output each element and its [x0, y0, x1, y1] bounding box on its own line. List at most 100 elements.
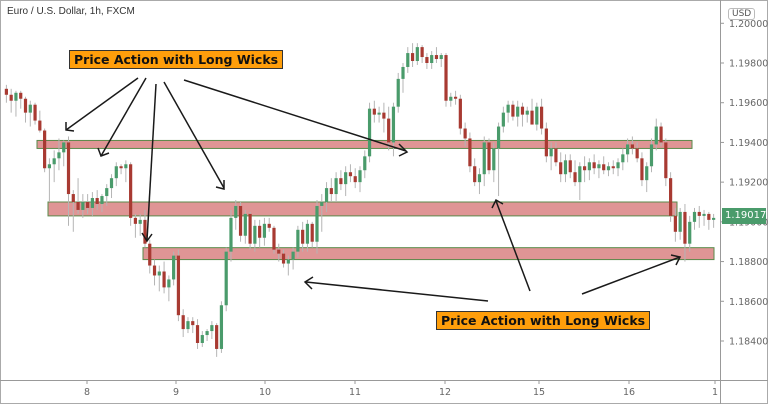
candle-body [71, 194, 75, 202]
candle-body [387, 118, 391, 143]
candle-body [47, 164, 51, 169]
arrowhead-icon [303, 276, 314, 290]
candle-body [602, 164, 606, 171]
candle-body [372, 108, 376, 115]
candle-body [363, 156, 367, 171]
arrow-line [65, 77, 139, 131]
candle-body [286, 259, 290, 264]
candle-body [9, 94, 13, 101]
candle-body [334, 178, 338, 195]
candle-body [688, 221, 692, 244]
candle-body [568, 160, 572, 173]
candle-body [167, 279, 171, 288]
x-tick-label: 16 [623, 387, 635, 398]
candle-body [377, 112, 381, 115]
candle-body [606, 166, 611, 171]
candle-body [129, 164, 133, 218]
candle-body [664, 142, 668, 179]
candle-body [66, 142, 71, 195]
x-tick-label: 9 [173, 387, 179, 398]
candle-body [616, 162, 620, 169]
candle-body [33, 104, 37, 121]
x-tick-label: 10 [259, 387, 271, 398]
candle-body [453, 96, 458, 99]
candle-body [353, 176, 357, 183]
support-resistance-zones [36, 139, 715, 261]
candle-body [238, 205, 243, 236]
candle-body [549, 148, 553, 157]
candle-body [463, 128, 467, 139]
annotation-arrows [65, 77, 682, 302]
candle-body [410, 53, 415, 62]
candle-body [210, 325, 214, 332]
candle-body [124, 164, 128, 169]
candle-body [143, 219, 147, 244]
candle-body [348, 172, 353, 177]
candle-body [707, 213, 711, 220]
candle-body [544, 128, 548, 157]
candle-body [582, 166, 587, 171]
candle-body [535, 106, 539, 125]
candle-body [597, 164, 601, 169]
zone-rect [142, 247, 715, 261]
candle-body [559, 162, 563, 175]
candle-body [329, 188, 333, 195]
candle-body [611, 166, 615, 169]
candle-body [267, 223, 271, 228]
currency-badge[interactable]: USD [728, 8, 756, 20]
callout-bottom: Price Action with Long Wicks [436, 311, 651, 330]
candle-body [301, 229, 305, 244]
candle-body [191, 321, 195, 326]
candle-body [315, 205, 319, 242]
candle-body [630, 144, 634, 149]
candle-body [516, 106, 520, 117]
candle-body [625, 144, 630, 155]
candle-body [253, 225, 257, 244]
candle-body [234, 205, 238, 218]
arrow-line [183, 79, 407, 152]
candle-body [162, 271, 166, 288]
candle-body [473, 166, 477, 183]
candle-body [640, 158, 644, 181]
candle-body [181, 315, 185, 330]
arrowhead-icon [398, 143, 409, 157]
candle-body [219, 305, 224, 349]
candle-body [492, 148, 496, 171]
candle-body [133, 217, 138, 224]
candle-body [57, 152, 61, 159]
arrow-line [146, 83, 157, 241]
candle-body [243, 213, 247, 236]
candle-body [86, 202, 90, 208]
candle-body [310, 223, 314, 242]
candle-body [186, 321, 190, 330]
candle-body [291, 251, 295, 260]
candle-body [339, 178, 343, 185]
y-tick-label: 1.20000 [729, 19, 768, 30]
zone-rect [47, 201, 678, 217]
candle-body [277, 249, 281, 254]
candle-body [76, 202, 80, 210]
x-tick-label: 15 [533, 387, 545, 398]
candle-body [90, 198, 95, 208]
candle-body [215, 325, 219, 349]
candle-body [172, 255, 176, 280]
candle-body [95, 198, 99, 204]
candle-body [4, 88, 8, 95]
time-axis[interactable]: 8 9 10 11 12 15 16 1 [84, 380, 718, 398]
candle-body [344, 172, 348, 185]
candle-body [563, 160, 568, 175]
candle-body [200, 335, 204, 343]
candle-body [28, 104, 32, 113]
candle-body [659, 126, 663, 143]
candle-body [554, 148, 558, 163]
x-tick-label: 8 [84, 387, 90, 398]
candle-body [439, 55, 443, 60]
candle-body [281, 253, 286, 264]
candle-body [635, 148, 639, 159]
arrow-line [163, 81, 225, 189]
candle-body [119, 166, 123, 169]
candle-body [396, 78, 400, 107]
y-tick-label: 1.19800 [729, 59, 768, 70]
candle-body [482, 142, 486, 175]
